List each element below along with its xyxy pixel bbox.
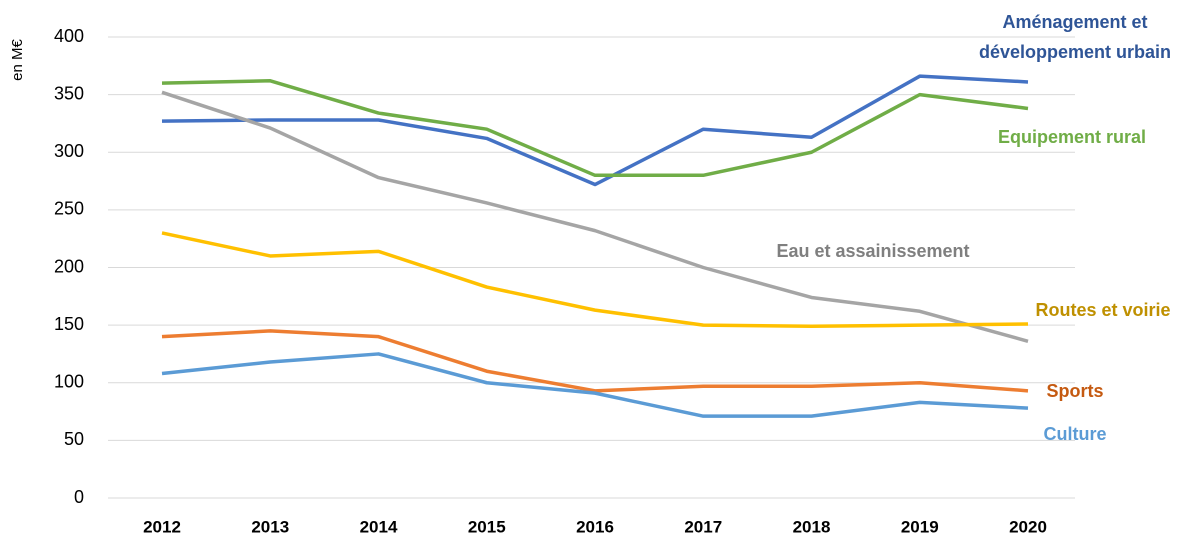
series-label: Eau et assainissement bbox=[776, 241, 970, 261]
series-line bbox=[161, 231, 1029, 329]
y-tick-label: 50 bbox=[64, 429, 84, 449]
series-line bbox=[161, 74, 1029, 187]
y-tick-label: 400 bbox=[54, 26, 84, 46]
x-tick-label: 2020 bbox=[1009, 517, 1047, 536]
x-tick-label: 2017 bbox=[684, 517, 722, 536]
x-tick-label: 2016 bbox=[576, 517, 614, 536]
x-tick-label: 2014 bbox=[360, 517, 398, 536]
series-line bbox=[161, 352, 1029, 418]
y-tick-label: 100 bbox=[54, 372, 84, 392]
series-label: Sports bbox=[1046, 381, 1104, 401]
x-tick-label: 2015 bbox=[468, 517, 506, 536]
y-tick-label: 300 bbox=[54, 141, 84, 161]
y-tick-label: 250 bbox=[54, 199, 84, 219]
series-label: Culture bbox=[1043, 424, 1107, 444]
x-tick-label: 2013 bbox=[251, 517, 289, 536]
x-tick-label: 2019 bbox=[901, 517, 939, 536]
x-tick-label: 2018 bbox=[793, 517, 831, 536]
y-tick-label: 200 bbox=[54, 256, 84, 276]
series-line bbox=[161, 79, 1029, 178]
series-line bbox=[161, 329, 1029, 393]
y-axis-label: en M€ bbox=[9, 39, 26, 81]
series-label: Equipement rural bbox=[997, 127, 1147, 147]
x-tick-label: 2012 bbox=[143, 517, 181, 536]
series-label: Aménagement et développement urbain bbox=[978, 12, 1172, 62]
y-tick-label: 0 bbox=[74, 487, 84, 507]
y-tick-label: 350 bbox=[54, 83, 84, 103]
y-tick-label: 150 bbox=[54, 314, 84, 334]
series-line bbox=[161, 90, 1029, 343]
series-label: Routes et voirie bbox=[1035, 300, 1171, 320]
